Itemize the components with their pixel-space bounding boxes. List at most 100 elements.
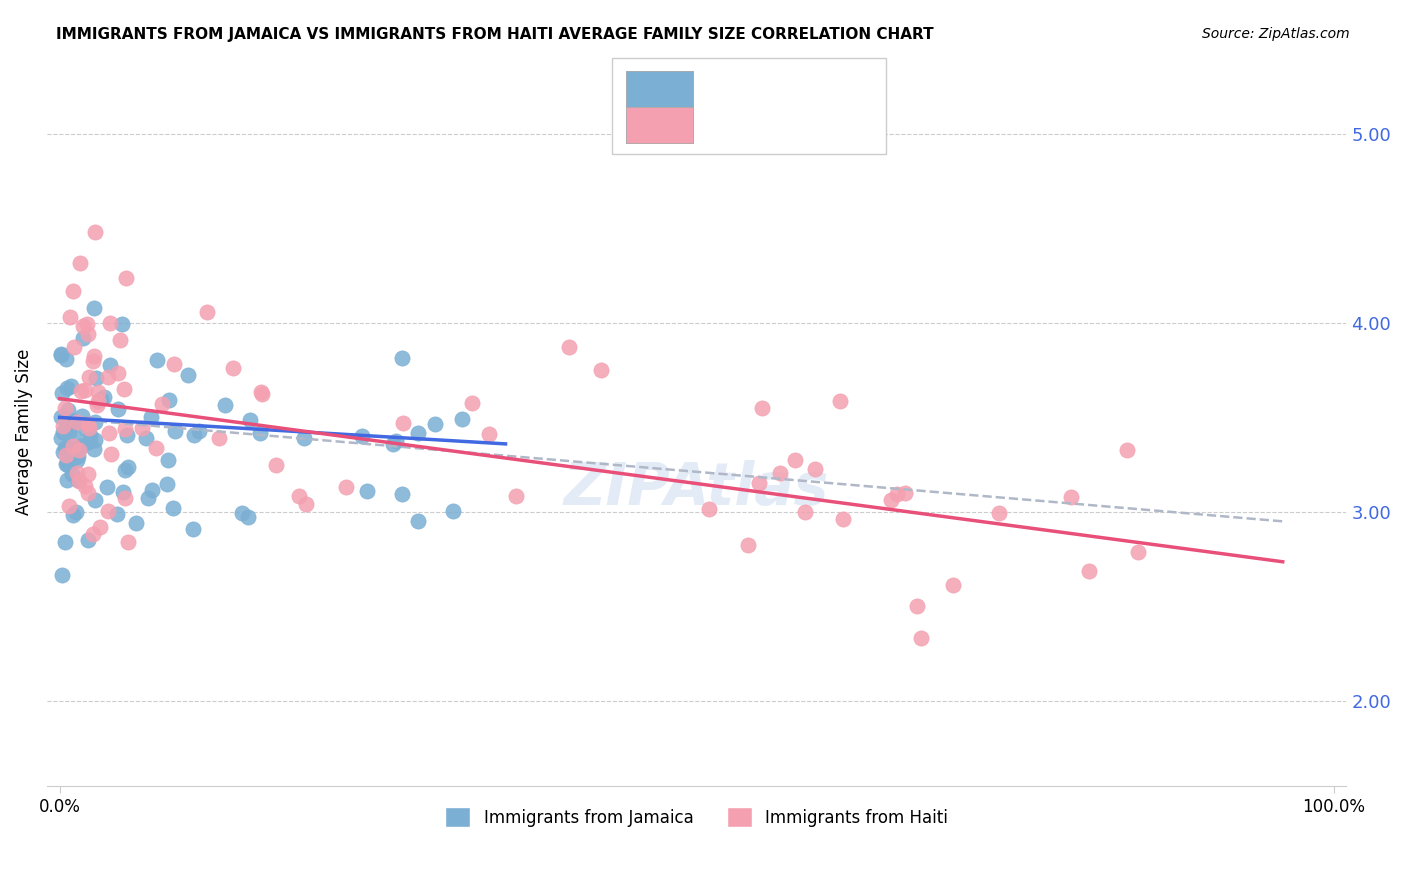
Point [177, 368, 200, 382]
Point [56, 381, 79, 395]
Point [76, 434, 98, 449]
Point [751, 401, 773, 416]
Point [156, 477, 179, 491]
Point [141, 409, 163, 424]
Point [785, 453, 807, 467]
Point [83, 349, 105, 363]
Point [55, 473, 77, 487]
Point [391, 351, 413, 365]
Point [56, 412, 79, 426]
Point [478, 427, 501, 442]
Point [905, 599, 928, 614]
Point [1078, 564, 1101, 578]
Point [107, 366, 129, 380]
Point [804, 462, 827, 476]
Point [136, 491, 159, 505]
Point [60, 447, 83, 461]
Point [51, 347, 73, 361]
Text: ZIPAtlas: ZIPAtlas [564, 459, 830, 516]
Point [391, 416, 413, 430]
Point [208, 431, 231, 445]
Point [163, 424, 186, 438]
Point [131, 421, 153, 435]
Legend: Immigrants from Jamaica, Immigrants from Haiti: Immigrants from Jamaica, Immigrants from… [439, 800, 955, 834]
Point [163, 357, 186, 371]
Point [880, 493, 903, 508]
Point [53, 442, 76, 456]
Point [56, 402, 79, 417]
Point [73, 479, 96, 493]
Point [84, 371, 107, 385]
Point [423, 417, 446, 431]
Point [114, 463, 136, 477]
Point [62, 284, 84, 298]
Point [591, 363, 613, 377]
Point [77, 533, 100, 547]
Point [831, 512, 853, 526]
Point [55, 351, 77, 366]
Point [558, 340, 581, 354]
Point [391, 487, 413, 501]
Point [60, 467, 83, 482]
Point [51, 431, 73, 445]
Point [76, 318, 98, 332]
Point [145, 441, 167, 455]
Point [769, 466, 792, 480]
Point [53, 534, 76, 549]
Point [236, 510, 259, 524]
Point [52, 418, 75, 433]
Point [66, 452, 89, 467]
Point [49, 348, 72, 362]
Point [67, 442, 90, 457]
Point [505, 489, 527, 503]
Text: -0.236: -0.236 [738, 114, 803, 132]
Point [350, 429, 373, 443]
Point [62, 415, 84, 429]
Point [67, 473, 90, 487]
Point [83, 301, 105, 315]
Text: Source: ZipAtlas.com: Source: ZipAtlas.com [1202, 27, 1350, 41]
Point [222, 361, 245, 376]
Point [89, 520, 111, 534]
Point [55, 457, 77, 471]
Point [697, 501, 720, 516]
Point [66, 415, 89, 429]
Point [385, 434, 408, 448]
Point [97, 369, 120, 384]
Point [115, 271, 138, 285]
Point [76, 417, 98, 432]
Point [115, 428, 138, 442]
Y-axis label: Average Family Size: Average Family Size [15, 349, 32, 515]
Point [69, 256, 91, 270]
Point [55, 448, 77, 462]
Text: R =: R = [703, 76, 737, 94]
Point [87, 384, 110, 399]
Point [83, 416, 105, 430]
Text: R =: R = [703, 114, 737, 132]
Point [49, 410, 72, 425]
Point [56, 456, 79, 470]
Point [264, 458, 287, 472]
Point [188, 424, 211, 438]
Point [77, 327, 100, 342]
Point [942, 578, 965, 592]
Text: N =: N = [801, 76, 835, 94]
Text: 84: 84 [837, 114, 862, 132]
Point [93, 390, 115, 404]
Point [62, 450, 84, 465]
Point [408, 514, 430, 528]
Point [183, 427, 205, 442]
Point [111, 485, 134, 500]
Point [72, 318, 94, 333]
Point [90, 392, 112, 406]
Point [53, 401, 76, 415]
Point [70, 409, 93, 424]
Point [114, 491, 136, 505]
Point [82, 526, 104, 541]
Point [239, 413, 262, 427]
Point [52, 425, 75, 439]
Point [292, 431, 315, 445]
Point [135, 431, 157, 445]
Point [75, 422, 97, 436]
Point [70, 384, 93, 398]
